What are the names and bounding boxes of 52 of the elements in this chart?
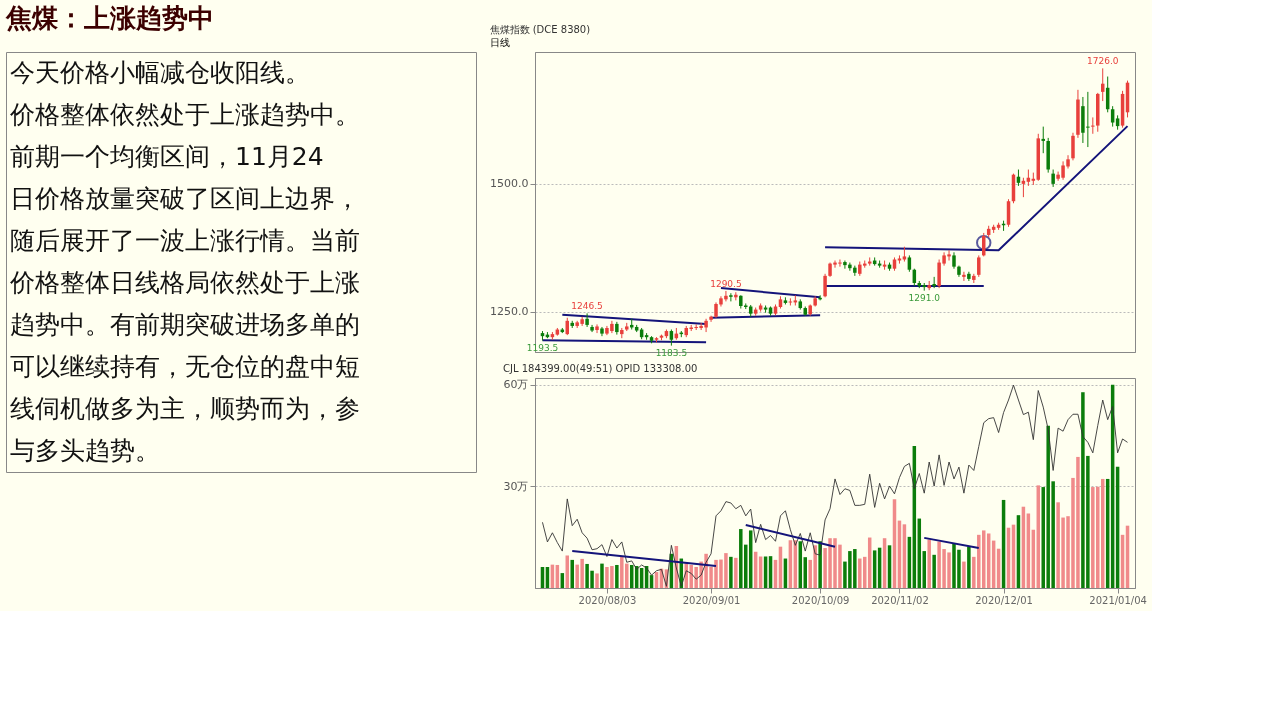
x-tick-label: 2020/09/01 xyxy=(682,594,741,606)
candlestick xyxy=(595,323,599,334)
candlestick xyxy=(962,271,966,282)
candlestick xyxy=(729,292,733,302)
x-tick-label: 2020/10/09 xyxy=(791,594,850,606)
bar xyxy=(962,561,966,588)
candlestick xyxy=(585,312,589,328)
x-tick-label: 2020/11/02 xyxy=(871,594,929,606)
chart-title: CJL 184399.00(49:51) OPID 133308.00 xyxy=(503,363,698,374)
text: 价格整体依然处于上涨趋势中。 xyxy=(9,100,360,129)
text: 日价格放量突破了区间上边界， xyxy=(10,184,360,213)
bar xyxy=(967,546,971,588)
text: 价格整体日线格局依然处于上涨 xyxy=(9,268,360,297)
chart-subtitle: 日线 xyxy=(489,37,510,48)
bar xyxy=(595,573,599,588)
y-tick-label: 60万 xyxy=(503,378,529,392)
candlestick xyxy=(843,260,847,270)
x-tick-label: 2021/01/04 xyxy=(1089,594,1147,606)
text: 焦煤：上涨趋势中 xyxy=(5,3,214,33)
candlestick xyxy=(977,254,981,278)
y-tick-label: 1500.0 xyxy=(490,177,529,191)
bar xyxy=(932,554,936,588)
text: 与多头趋势。 xyxy=(10,436,160,465)
y-tick-label: 30万 xyxy=(503,479,529,493)
bar xyxy=(858,558,862,588)
text: 线伺机做多为主，顺势而为，参 xyxy=(10,394,360,423)
chart-title: 焦煤指数 (DCE 8380) xyxy=(489,24,591,35)
line-series xyxy=(542,384,1128,587)
annotation: 1726.0 xyxy=(1086,56,1119,67)
candlestick xyxy=(1041,126,1045,154)
text: 趋势中。有前期突破进场多单的 xyxy=(10,310,360,339)
bar xyxy=(570,559,574,588)
bar xyxy=(615,564,619,588)
bar xyxy=(927,539,931,588)
y-tick-label: 1250.0 xyxy=(490,305,529,319)
text: 随后展开了一波上涨行情。当前 xyxy=(10,226,360,255)
text: 可以继续持有，无仓位的盘中短 xyxy=(10,352,360,381)
bar xyxy=(600,563,604,588)
annotation: 1246.5 xyxy=(571,301,603,312)
text: 前期一个均衡区间，11月24 xyxy=(10,142,324,171)
candlestick xyxy=(709,315,713,323)
x-tick-label: 2020/08/03 xyxy=(578,594,637,606)
candlestick xyxy=(848,262,852,272)
bar xyxy=(734,557,738,588)
text: 今天价格小幅减仓收阳线。 xyxy=(10,58,310,87)
candlestick xyxy=(823,273,827,298)
annotation: 1290.5 xyxy=(710,278,742,289)
x-tick-label: 2020/12/01 xyxy=(975,594,1033,606)
annotation: 1291.0 xyxy=(908,292,941,303)
bar xyxy=(729,556,733,588)
candlestick xyxy=(1071,132,1075,161)
candlestick xyxy=(1091,116,1095,135)
